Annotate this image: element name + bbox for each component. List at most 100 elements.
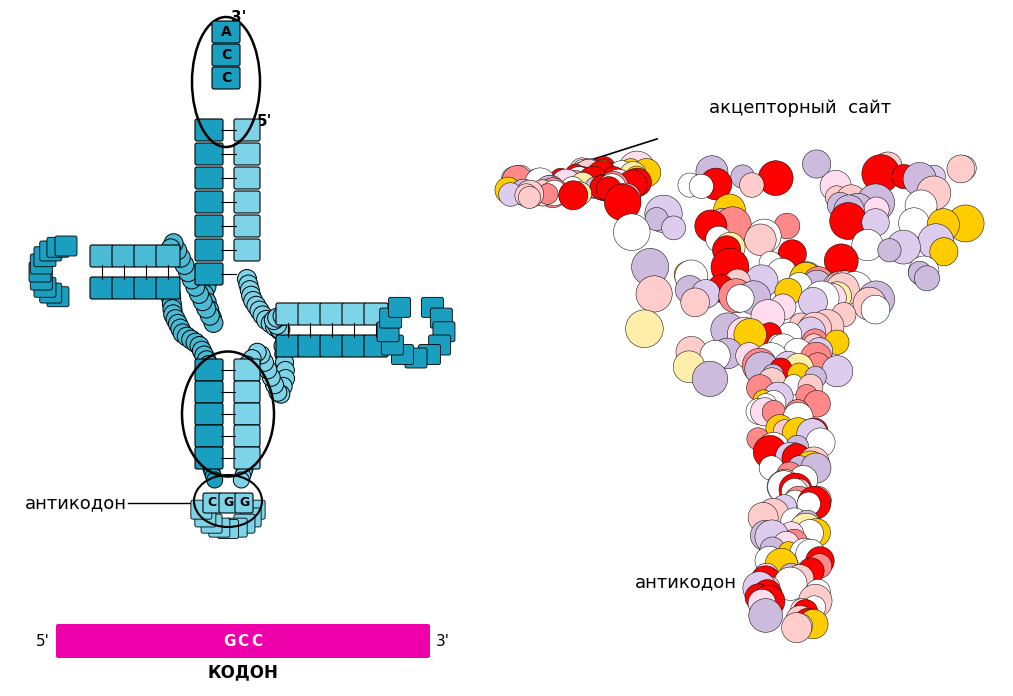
Circle shape [561, 177, 585, 200]
FancyBboxPatch shape [235, 493, 253, 513]
Circle shape [774, 567, 807, 601]
FancyBboxPatch shape [377, 322, 399, 342]
Circle shape [763, 364, 784, 385]
Circle shape [804, 366, 827, 388]
Text: C: C [237, 633, 248, 649]
Circle shape [239, 455, 255, 471]
Circle shape [175, 255, 193, 274]
Circle shape [864, 197, 889, 223]
Circle shape [707, 275, 734, 302]
Text: A: A [221, 25, 231, 39]
Circle shape [782, 444, 810, 473]
Circle shape [780, 529, 808, 557]
Circle shape [718, 278, 753, 313]
Circle shape [614, 214, 650, 251]
Circle shape [787, 363, 810, 386]
Circle shape [798, 374, 823, 399]
FancyBboxPatch shape [234, 359, 260, 381]
Circle shape [947, 155, 975, 183]
Circle shape [571, 162, 593, 183]
Circle shape [274, 337, 292, 355]
Circle shape [171, 319, 189, 338]
Circle shape [798, 558, 825, 584]
Circle shape [619, 151, 655, 188]
Circle shape [177, 327, 197, 346]
Circle shape [164, 305, 182, 324]
Circle shape [559, 181, 588, 209]
Circle shape [592, 175, 615, 197]
Circle shape [271, 385, 290, 403]
Circle shape [256, 310, 276, 329]
Circle shape [724, 269, 751, 295]
FancyBboxPatch shape [320, 303, 344, 325]
FancyBboxPatch shape [342, 303, 366, 325]
FancyBboxPatch shape [298, 303, 322, 325]
Circle shape [790, 599, 814, 622]
FancyBboxPatch shape [218, 519, 238, 539]
Circle shape [275, 377, 292, 395]
Circle shape [842, 193, 874, 226]
Circle shape [678, 173, 702, 197]
Circle shape [805, 546, 835, 575]
Circle shape [751, 299, 785, 333]
Circle shape [573, 159, 604, 190]
FancyBboxPatch shape [433, 322, 455, 342]
Circle shape [692, 361, 727, 397]
Circle shape [526, 169, 546, 190]
Circle shape [598, 171, 628, 203]
Circle shape [947, 205, 984, 242]
Circle shape [745, 224, 776, 255]
Circle shape [206, 468, 221, 484]
Circle shape [160, 278, 179, 297]
Circle shape [769, 384, 789, 405]
Circle shape [530, 180, 556, 206]
Circle shape [751, 397, 779, 426]
Circle shape [805, 579, 831, 604]
Circle shape [250, 301, 269, 320]
Circle shape [786, 606, 814, 634]
FancyBboxPatch shape [194, 359, 223, 381]
Circle shape [862, 209, 889, 236]
Text: 5': 5' [256, 115, 271, 129]
Text: 3': 3' [231, 10, 247, 26]
Circle shape [789, 466, 817, 494]
Circle shape [743, 571, 776, 605]
Text: 3': 3' [436, 633, 450, 649]
Circle shape [784, 443, 805, 464]
Circle shape [238, 356, 256, 374]
Circle shape [891, 164, 916, 189]
Circle shape [797, 419, 828, 450]
Circle shape [712, 236, 741, 264]
FancyBboxPatch shape [34, 277, 56, 297]
Circle shape [203, 308, 221, 327]
Circle shape [784, 487, 813, 516]
Circle shape [200, 300, 219, 319]
Circle shape [773, 531, 799, 557]
Circle shape [768, 334, 788, 354]
Circle shape [261, 314, 281, 333]
Circle shape [834, 195, 864, 226]
Circle shape [764, 382, 793, 412]
Circle shape [194, 346, 214, 365]
Circle shape [807, 554, 832, 578]
Circle shape [515, 184, 538, 207]
Circle shape [591, 159, 615, 183]
Circle shape [801, 270, 833, 301]
Circle shape [270, 320, 290, 339]
FancyBboxPatch shape [194, 239, 223, 261]
FancyBboxPatch shape [194, 143, 223, 165]
Circle shape [930, 237, 958, 266]
Circle shape [636, 276, 673, 312]
FancyBboxPatch shape [47, 287, 69, 307]
Circle shape [577, 166, 609, 198]
Circle shape [789, 513, 823, 547]
Text: 5': 5' [36, 633, 50, 649]
Circle shape [198, 292, 216, 312]
FancyBboxPatch shape [234, 119, 260, 141]
Circle shape [243, 349, 261, 367]
Circle shape [692, 280, 720, 308]
Circle shape [772, 495, 796, 519]
Circle shape [790, 538, 821, 569]
Circle shape [197, 277, 216, 296]
FancyBboxPatch shape [212, 44, 240, 66]
